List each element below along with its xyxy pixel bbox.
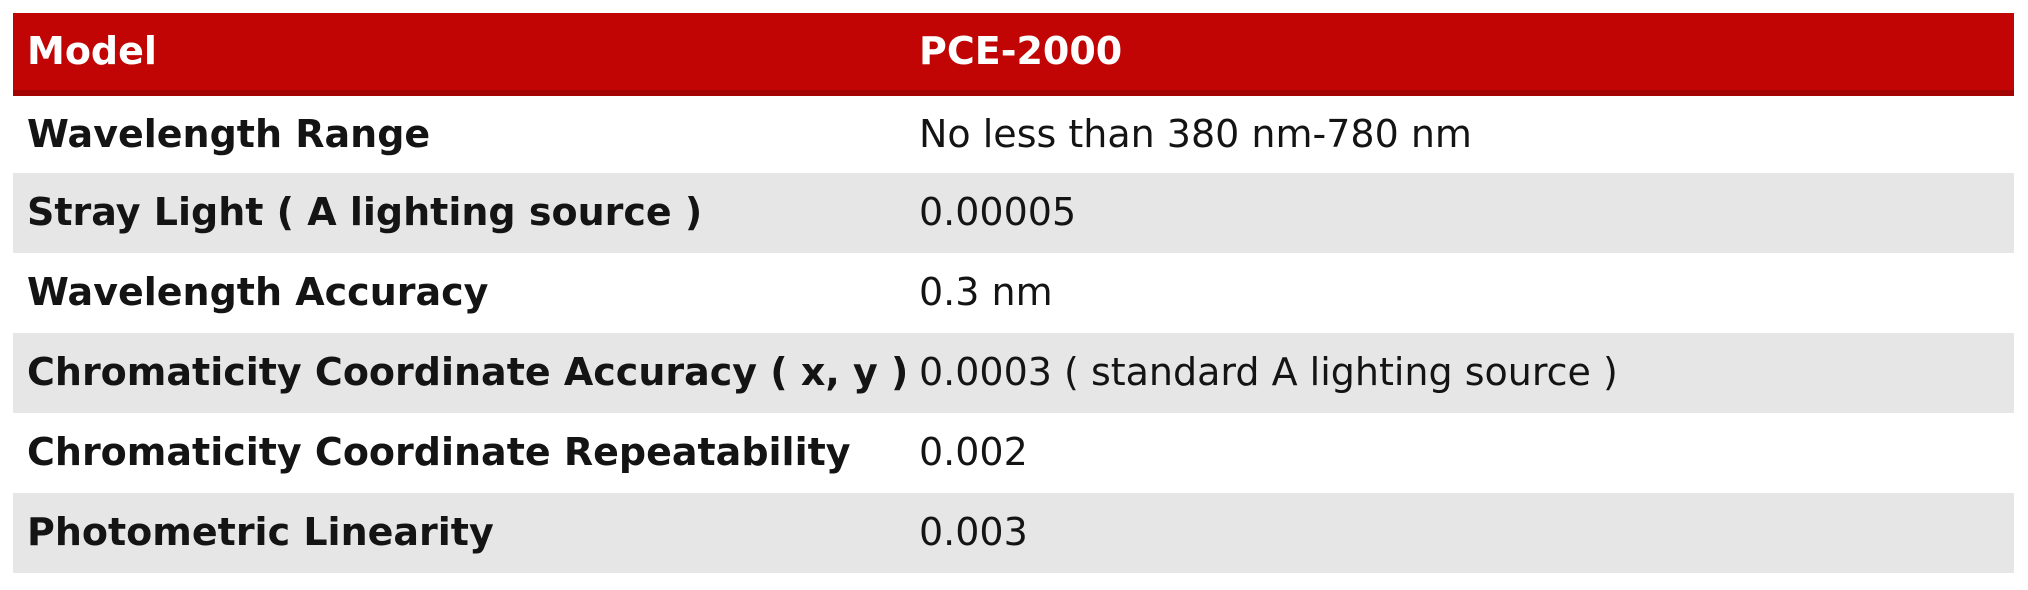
spec-label: Chromaticity Coordinate Accuracy ( x, y … xyxy=(27,350,905,395)
table-row: Chromaticity Coordinate Accuracy ( x, y … xyxy=(13,333,2014,413)
table-row: Stray Light ( A lighting source ) 0.0000… xyxy=(13,173,2014,253)
spec-value: 0.3 nm xyxy=(919,270,1053,315)
spec-value: 0.0003 ( standard A lighting source ) xyxy=(919,350,1618,395)
spec-label: Wavelength Accuracy xyxy=(27,270,489,315)
table-row: Photometric Linearity 0.003 xyxy=(13,493,2014,573)
table-row: Chromaticity Coordinate Repeatability 0.… xyxy=(13,413,2014,493)
spec-table: Model PCE-2000 Wavelength Range No less … xyxy=(13,13,2014,573)
spec-label: Stray Light ( A lighting source ) xyxy=(27,190,703,235)
spec-value: 0.00005 xyxy=(919,190,1077,235)
spec-label: Chromaticity Coordinate Repeatability xyxy=(27,430,851,475)
table-header-row: Model PCE-2000 xyxy=(13,13,2014,96)
spec-label: Wavelength Range xyxy=(27,111,431,156)
header-model-value: PCE-2000 xyxy=(905,13,2014,96)
spec-value: 0.002 xyxy=(919,430,1028,475)
spec-value: No less than 380 nm-780 nm xyxy=(919,111,1472,156)
spec-label: Photometric Linearity xyxy=(27,510,494,555)
table-row: Wavelength Accuracy 0.3 nm xyxy=(13,253,2014,333)
table-row: Wavelength Range No less than 380 nm-780… xyxy=(13,93,2014,173)
spec-value: 0.003 xyxy=(919,510,1028,555)
header-model-label: Model xyxy=(13,13,905,96)
